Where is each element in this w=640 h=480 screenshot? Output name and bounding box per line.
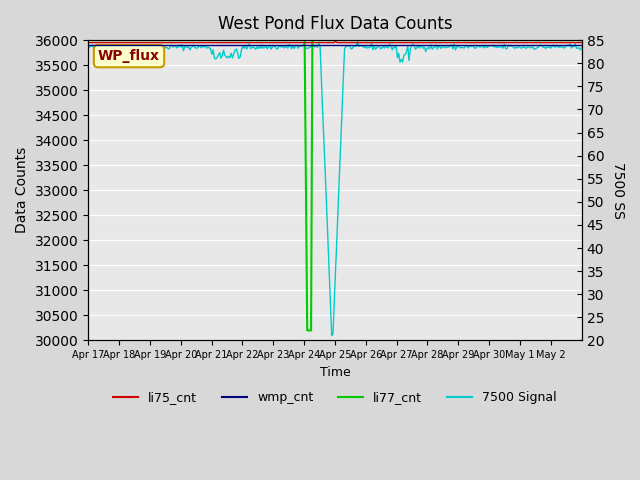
Legend: li75_cnt, wmp_cnt, li77_cnt, 7500 Signal: li75_cnt, wmp_cnt, li77_cnt, 7500 Signal [108, 386, 562, 409]
Y-axis label: 7500 SS: 7500 SS [611, 162, 625, 219]
X-axis label: Time: Time [319, 366, 350, 379]
Title: West Pond Flux Data Counts: West Pond Flux Data Counts [218, 15, 452, 33]
Text: WP_flux: WP_flux [98, 49, 160, 63]
Y-axis label: Data Counts: Data Counts [15, 147, 29, 233]
